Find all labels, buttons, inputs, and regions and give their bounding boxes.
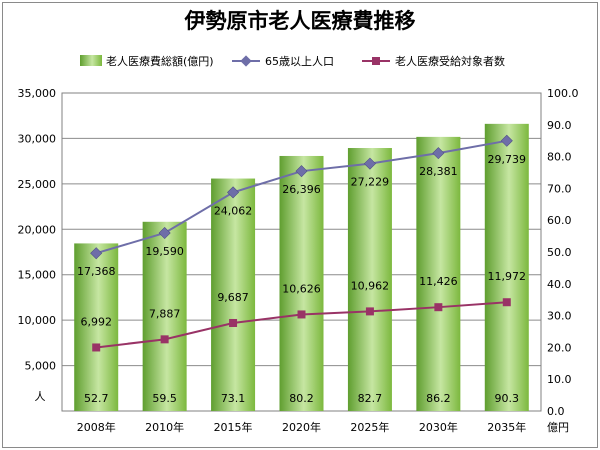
- legend-label: 老人医療受給対象者数: [395, 54, 505, 68]
- data-point: [432, 147, 445, 160]
- x-tick-label: 2035年: [487, 420, 526, 434]
- data-point: [500, 134, 513, 147]
- data-point: [434, 303, 443, 312]
- data-point: [90, 247, 103, 260]
- y-left-tick-label: 25,000: [18, 178, 57, 191]
- data-point: [158, 227, 171, 240]
- data-label: 10,626: [282, 282, 321, 295]
- x-tick-label: 2025年: [350, 420, 389, 434]
- bar: [416, 136, 461, 411]
- data-point: [229, 318, 238, 327]
- data-point: [365, 307, 374, 316]
- data-point: [92, 343, 101, 352]
- bar-value-label: 59.5: [152, 392, 177, 405]
- legend-label: 老人医療費総額(億円): [106, 54, 214, 68]
- bar-value-label: 80.2: [289, 392, 314, 405]
- y-right-tick-label: 0.0: [547, 405, 565, 418]
- y-right-tick-label: 90.0: [547, 119, 572, 132]
- bar-value-label: 82.7: [358, 392, 383, 405]
- data-point: [297, 310, 306, 319]
- y-right-tick-label: 100.0: [547, 87, 579, 100]
- y-right-tick-label: 40.0: [547, 278, 572, 291]
- x-tick-label: 2010年: [145, 420, 184, 434]
- data-label: 27,229: [351, 176, 390, 189]
- x-tick-label: 2008年: [77, 420, 116, 434]
- data-label: 10,962: [351, 279, 390, 292]
- y-right-tick-label: 50.0: [547, 246, 572, 259]
- bar-value-label: 90.3: [495, 392, 520, 405]
- bar: [484, 123, 529, 411]
- y-right-tick-label: 80.0: [547, 151, 572, 164]
- legend-swatch-bar: [80, 55, 102, 66]
- data-point: [502, 298, 511, 307]
- y-left-tick-label: 35,000: [18, 87, 57, 100]
- bar-value-label: 52.7: [84, 392, 109, 405]
- data-point: [363, 157, 376, 170]
- y-right-tick-label: 10.0: [547, 373, 572, 386]
- data-label: 17,368: [77, 265, 116, 278]
- y-right-axis-label: 億円: [547, 421, 569, 434]
- legend-label: 65歳以上人口: [265, 55, 334, 68]
- data-label: 9,687: [217, 291, 249, 304]
- data-point: [160, 335, 169, 344]
- legend-marker: [240, 55, 252, 67]
- data-point: [295, 165, 308, 178]
- data-label: 26,396: [282, 183, 321, 196]
- x-tick-label: 2020年: [282, 420, 321, 434]
- bar: [74, 243, 119, 411]
- y-left-tick-label: 10,000: [18, 314, 57, 327]
- plot-area: 35,000 30,000 25,000 20,000 15,000 10,000 5,00…: [18, 87, 579, 434]
- data-label: 28,381: [419, 165, 458, 178]
- legend: 老人医療費総額(億円) 65歳以上人口 老人医療受給対象者数: [80, 54, 505, 68]
- y-left-axis-label: 人: [35, 390, 46, 403]
- y-right-tick-label: 60.0: [547, 214, 572, 227]
- bar: [211, 178, 256, 411]
- y-left-tick-label: 20,000: [18, 223, 57, 236]
- y-left-tick-label: 30,000: [18, 132, 57, 145]
- data-label: 7,887: [149, 307, 181, 320]
- y-right-tick-label: 70.0: [547, 182, 572, 195]
- data-label: 11,972: [488, 270, 527, 283]
- data-label: 6,992: [80, 315, 112, 328]
- bar: [279, 155, 324, 411]
- x-tick-label: 2030年: [419, 420, 458, 434]
- y-left-tick-label: 5,000: [25, 360, 57, 373]
- data-label: 11,426: [419, 275, 458, 288]
- data-label: 29,739: [488, 153, 527, 166]
- bar: [347, 148, 392, 412]
- y-right-tick-label: 20.0: [547, 341, 572, 354]
- data-label: 24,062: [214, 204, 253, 217]
- data-point: [227, 186, 240, 199]
- x-tick-label: 2015年: [214, 420, 253, 434]
- chart-title: 伊勢原市老人医療費推移: [184, 9, 416, 33]
- bar-value-label: 86.2: [426, 392, 451, 405]
- bar: [142, 221, 187, 411]
- bar-value-label: 73.1: [221, 392, 246, 405]
- y-left-tick-label: 15,000: [18, 269, 57, 282]
- legend-marker: [372, 57, 380, 65]
- y-right-tick-label: 30.0: [547, 310, 572, 323]
- data-label: 19,590: [145, 245, 184, 258]
